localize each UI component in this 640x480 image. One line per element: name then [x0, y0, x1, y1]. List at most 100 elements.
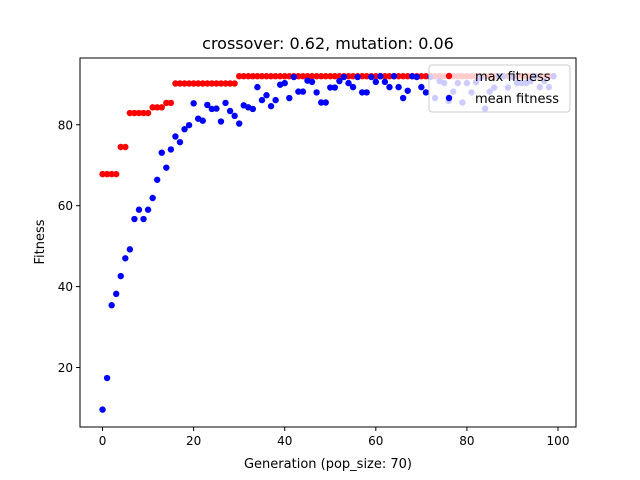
data-point — [395, 73, 402, 80]
data-point — [299, 88, 307, 95]
data-point — [399, 73, 407, 80]
data-point — [117, 272, 124, 280]
data-point — [231, 80, 238, 87]
data-point — [418, 83, 425, 91]
data-point — [390, 73, 398, 80]
plot-background — [80, 58, 576, 427]
data-point — [199, 117, 206, 124]
data-point — [313, 89, 320, 96]
data-point — [249, 73, 257, 80]
data-point — [263, 73, 270, 80]
data-point — [331, 73, 339, 80]
data-point — [217, 118, 225, 125]
legend-marker-max-fitness — [445, 72, 453, 80]
y-tick-label: 60 — [58, 199, 73, 213]
data-point — [281, 73, 288, 80]
data-point — [176, 138, 184, 146]
data-point — [185, 121, 193, 129]
data-point — [208, 80, 216, 87]
data-point — [103, 374, 111, 382]
legend-marker-mean-fitness — [445, 94, 453, 102]
chart-title: crossover: 0.62, mutation: 0.06 — [202, 34, 454, 53]
data-point — [381, 78, 389, 86]
data-point — [272, 96, 279, 104]
data-point — [267, 102, 275, 110]
data-point — [381, 73, 389, 80]
data-point — [263, 92, 270, 99]
legend-label-max-fitness: max fitness — [475, 70, 551, 85]
data-point — [172, 133, 179, 140]
data-point — [190, 100, 197, 107]
data-point — [354, 73, 361, 81]
data-point — [340, 73, 348, 81]
data-point — [185, 80, 193, 87]
data-point — [140, 215, 147, 223]
data-point — [308, 78, 316, 86]
data-point — [281, 79, 288, 87]
data-point — [386, 83, 393, 91]
data-point — [358, 89, 366, 96]
data-point — [144, 109, 152, 117]
data-point — [258, 96, 266, 104]
x-tick-label: 20 — [186, 434, 201, 448]
data-point — [154, 104, 161, 111]
data-point — [213, 105, 220, 112]
data-point — [149, 194, 156, 202]
data-point — [295, 88, 302, 95]
data-point — [226, 80, 234, 87]
y-axis: 20 40 60 80 — [58, 118, 80, 375]
x-tick-label: 60 — [368, 434, 383, 448]
data-point — [163, 164, 170, 171]
data-point — [363, 89, 370, 96]
data-point — [336, 77, 343, 85]
y-tick-label: 40 — [58, 280, 73, 294]
legend-frame — [428, 64, 571, 113]
data-point — [377, 73, 384, 80]
data-point — [331, 84, 339, 91]
data-point — [272, 73, 279, 80]
data-point — [290, 73, 298, 81]
data-point — [108, 170, 115, 178]
data-point — [386, 73, 393, 80]
data-point — [235, 120, 243, 127]
data-point — [213, 80, 220, 87]
data-point — [317, 73, 325, 80]
data-point — [172, 80, 179, 87]
data-point — [167, 99, 175, 107]
data-point — [308, 73, 316, 80]
data-point — [154, 176, 161, 183]
data-point — [167, 146, 175, 153]
data-point — [131, 215, 138, 223]
data-point — [345, 79, 352, 87]
data-point — [422, 89, 430, 96]
data-point — [240, 73, 247, 80]
plot-frame — [79, 57, 577, 428]
data-point — [349, 83, 357, 91]
data-point — [113, 290, 120, 298]
data-point — [327, 84, 334, 91]
x-tick-label: 80 — [459, 434, 474, 448]
data-point — [144, 206, 152, 213]
data-point — [313, 73, 320, 80]
data-point — [245, 73, 252, 80]
y-axis-label: Fitness — [33, 219, 48, 264]
data-point — [126, 246, 134, 253]
data-point — [226, 107, 234, 115]
data-point — [140, 109, 147, 117]
data-point — [322, 73, 329, 80]
data-point — [404, 73, 411, 80]
data-point — [276, 73, 284, 80]
data-point — [135, 109, 143, 117]
data-point — [126, 109, 134, 117]
data-point — [299, 73, 307, 80]
x-tick-label: 0 — [99, 434, 107, 448]
data-point — [103, 170, 111, 178]
data-point — [108, 302, 115, 309]
x-tick-label: 40 — [277, 434, 292, 448]
data-point — [99, 406, 106, 413]
data-point — [304, 73, 311, 80]
data-point — [322, 99, 329, 106]
data-point — [286, 94, 293, 102]
data-point — [190, 80, 197, 87]
